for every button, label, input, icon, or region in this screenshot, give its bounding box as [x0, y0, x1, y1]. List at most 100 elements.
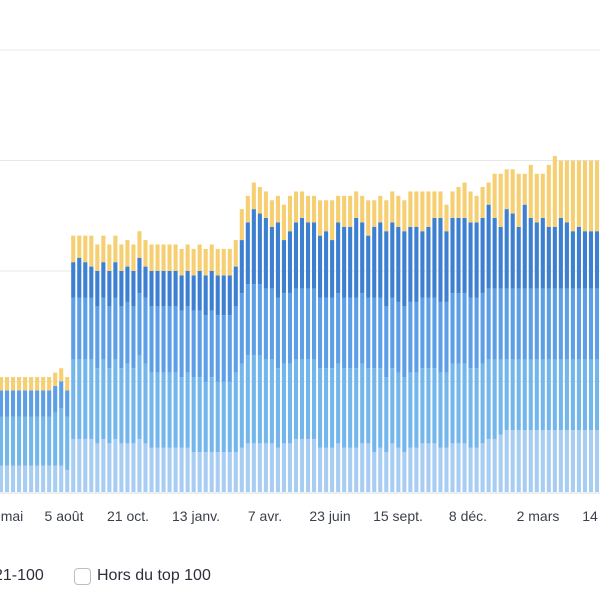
bar-segment-pos-21-100 — [348, 226, 353, 298]
bar-segment-pos-21-100 — [77, 257, 82, 298]
bar-segment-hors-top-100 — [516, 173, 521, 227]
bar-segment-pos-1-3 — [474, 447, 479, 492]
bar-segment-pos-4-10 — [155, 372, 160, 448]
bar-segment-hors-top-100 — [378, 195, 383, 223]
bar-segment-pos-11-20 — [534, 288, 539, 360]
bar-segment-pos-1-3 — [305, 438, 311, 492]
bar-segment-hors-top-100 — [582, 160, 587, 232]
bar-segment-pos-4-10 — [372, 368, 377, 453]
checkbox-icon[interactable] — [74, 567, 91, 585]
bar-segment-pos-11-20 — [462, 293, 467, 364]
bar-segment-pos-21-100 — [143, 266, 148, 298]
bar-segment-pos-11-20 — [113, 297, 118, 360]
bar-segment-pos-4-10 — [450, 363, 455, 444]
bar-segment-pos-1-3 — [480, 443, 485, 492]
bar-segment-pos-21-100 — [173, 271, 178, 307]
legend: 21-100 Hors du top 100 — [0, 562, 600, 590]
bar-segment-hors-top-100 — [4, 377, 10, 391]
bar-segment-pos-4-10 — [594, 359, 600, 431]
bar-segment-pos-21-100 — [384, 231, 389, 307]
bar-segment-pos-11-20 — [167, 306, 172, 373]
bar-segment-pos-21-100 — [209, 271, 214, 311]
legend-label-hors-top-100: Hors du top 100 — [97, 567, 211, 584]
bar-segment-pos-4-10 — [125, 363, 130, 444]
bar-segment-pos-4-10 — [215, 381, 220, 453]
bar-segment-pos-4-10 — [89, 359, 94, 439]
bar-segment-pos-21-100 — [582, 231, 587, 289]
bar-segment-pos-11-20 — [474, 297, 479, 369]
bar-segment-pos-4-10 — [528, 359, 533, 431]
bar-segment-pos-11-20 — [378, 297, 383, 369]
bar-segment-pos-11-20 — [119, 306, 124, 369]
bar-segment-pos-4-10 — [576, 359, 581, 431]
bar-segment-pos-11-20 — [372, 297, 377, 369]
bar-segment-pos-11-20 — [131, 306, 136, 369]
bar-segment-pos-21-100 — [197, 271, 202, 311]
bar-segment-pos-21-100 — [293, 222, 299, 289]
x-tick-label: 5 août — [45, 508, 84, 524]
bar-segment-hors-top-100 — [125, 240, 130, 267]
bar-segment-pos-1-3 — [35, 465, 40, 492]
bar-segment-pos-11-20 — [107, 306, 112, 369]
bar-segment-pos-4-10 — [263, 359, 268, 444]
bar-segment-pos-1-3 — [540, 430, 545, 492]
bar-segment-pos-21-100 — [215, 275, 220, 316]
bar-segment-pos-11-20 — [516, 288, 521, 360]
bar-segment-pos-4-10 — [209, 377, 214, 453]
bar-segment-pos-21-100 — [131, 271, 136, 307]
bar-segment-pos-4-10 — [173, 372, 178, 448]
bar-segment-pos-4-10 — [221, 381, 226, 453]
bar-segment-pos-11-20 — [17, 390, 22, 417]
bar-segment-pos-1-3 — [438, 447, 443, 492]
bar-segment-pos-1-3 — [83, 438, 88, 492]
bar-segment-hors-top-100 — [41, 377, 46, 391]
bar-segment-hors-top-100 — [251, 182, 256, 210]
bar-segment-pos-11-20 — [330, 297, 335, 369]
bar-segment-pos-21-100 — [492, 217, 497, 289]
bar-segment-pos-11-20 — [23, 390, 28, 417]
bar-segment-hors-top-100 — [305, 195, 311, 223]
bar-segment-pos-4-10 — [239, 363, 244, 448]
bar-segment-pos-11-20 — [588, 288, 594, 360]
legend-item-hors-top-100[interactable]: Hors du top 100 — [74, 567, 211, 585]
bar-segment-pos-21-100 — [119, 271, 124, 307]
bar-segment-pos-1-3 — [510, 430, 515, 492]
bar-segment-pos-1-3 — [149, 447, 154, 492]
bar-segment-pos-4-10 — [251, 354, 256, 444]
bar-segment-pos-11-20 — [510, 288, 515, 360]
bar-segment-hors-top-100 — [474, 195, 479, 223]
x-tick-label: 2 mars — [517, 508, 560, 524]
bar-segment-pos-4-10 — [29, 416, 34, 466]
bar-segment-pos-4-10 — [504, 359, 509, 431]
bar-segment-pos-11-20 — [125, 301, 130, 364]
bar-segment-hors-top-100 — [318, 200, 323, 236]
bar-segment-hors-top-100 — [534, 173, 539, 223]
x-tick-label: 7 avr. — [248, 508, 282, 524]
bar-segment-hors-top-100 — [215, 248, 220, 276]
bar-segment-pos-1-3 — [17, 465, 22, 492]
bar-segment-pos-1-3 — [498, 434, 503, 492]
bar-segment-pos-1-3 — [426, 443, 431, 492]
bar-segment-pos-11-20 — [498, 288, 503, 360]
bar-segment-pos-4-10 — [432, 368, 437, 444]
bar-segment-hors-top-100 — [227, 248, 232, 276]
bar-segment-hors-top-100 — [498, 173, 503, 227]
x-tick-labels: mai 5 août 21 oct. 13 janv. 7 avr. 23 juin 15 … — [1, 508, 598, 524]
bar-segment-hors-top-100 — [233, 240, 238, 267]
bar-segment-pos-21-100 — [450, 217, 455, 294]
bar-segment-hors-top-100 — [11, 377, 16, 391]
bar-segment-pos-11-20 — [438, 301, 443, 373]
bar-segment-pos-11-20 — [35, 390, 40, 417]
bar-segment-pos-4-10 — [408, 372, 413, 448]
bar-segment-hors-top-100 — [546, 164, 551, 227]
legend-label-21-100: 21-100 — [0, 567, 44, 584]
bar-segment-pos-4-10 — [197, 377, 202, 453]
bar-segment-hors-top-100 — [71, 235, 76, 263]
bar-segment-pos-4-10 — [35, 416, 40, 466]
bar-segment-hors-top-100 — [293, 191, 299, 223]
bar-segment-hors-top-100 — [299, 191, 305, 218]
bar-segment-pos-1-3 — [89, 438, 94, 492]
legend-item-21-100[interactable]: 21-100 — [0, 567, 44, 585]
bar-segment-pos-4-10 — [360, 363, 365, 444]
